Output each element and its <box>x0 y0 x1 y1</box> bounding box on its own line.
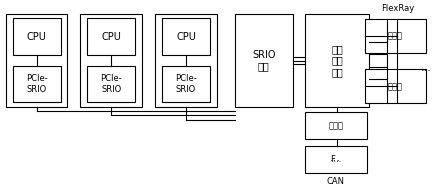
Text: 传感器: 传感器 <box>388 32 403 40</box>
Text: CPU: CPU <box>26 32 46 42</box>
Text: F...: F... <box>330 155 341 164</box>
Text: CPU: CPU <box>102 32 121 42</box>
Bar <box>162 18 210 55</box>
Text: 总线
接口
单元: 总线 接口 单元 <box>331 44 343 77</box>
Text: PCIe-
SRIO: PCIe- SRIO <box>100 74 122 94</box>
Text: 传感器: 传感器 <box>388 82 403 91</box>
Bar <box>365 69 426 103</box>
Text: CAN: CAN <box>327 177 345 186</box>
Bar <box>305 146 366 173</box>
Bar <box>13 66 60 102</box>
Bar <box>305 14 369 107</box>
Bar <box>80 14 142 107</box>
Text: ...: ... <box>421 63 432 73</box>
Bar <box>13 18 60 55</box>
Text: ...: ... <box>330 153 341 163</box>
Text: CPU: CPU <box>176 32 196 42</box>
Text: SRIO
交换: SRIO 交换 <box>252 50 276 71</box>
Bar <box>87 66 135 102</box>
Bar <box>6 14 67 107</box>
Bar <box>235 14 293 107</box>
Bar <box>162 66 210 102</box>
Bar <box>305 112 366 139</box>
Bar <box>155 14 217 107</box>
Text: FlexRay: FlexRay <box>381 4 414 13</box>
Text: PCIe-
SRIO: PCIe- SRIO <box>26 74 47 94</box>
Bar <box>365 19 426 53</box>
Text: 传感器: 传感器 <box>328 121 343 130</box>
Bar <box>87 18 135 55</box>
Text: PCIe-
SRIO: PCIe- SRIO <box>175 74 197 94</box>
